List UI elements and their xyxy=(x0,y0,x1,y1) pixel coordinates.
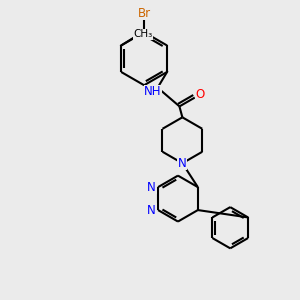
Text: O: O xyxy=(195,88,205,100)
Text: CH₃: CH₃ xyxy=(134,29,153,39)
Text: N: N xyxy=(178,157,187,170)
Text: Br: Br xyxy=(137,7,151,20)
Text: NH: NH xyxy=(144,85,162,98)
Text: N: N xyxy=(147,204,156,217)
Text: N: N xyxy=(147,181,156,194)
